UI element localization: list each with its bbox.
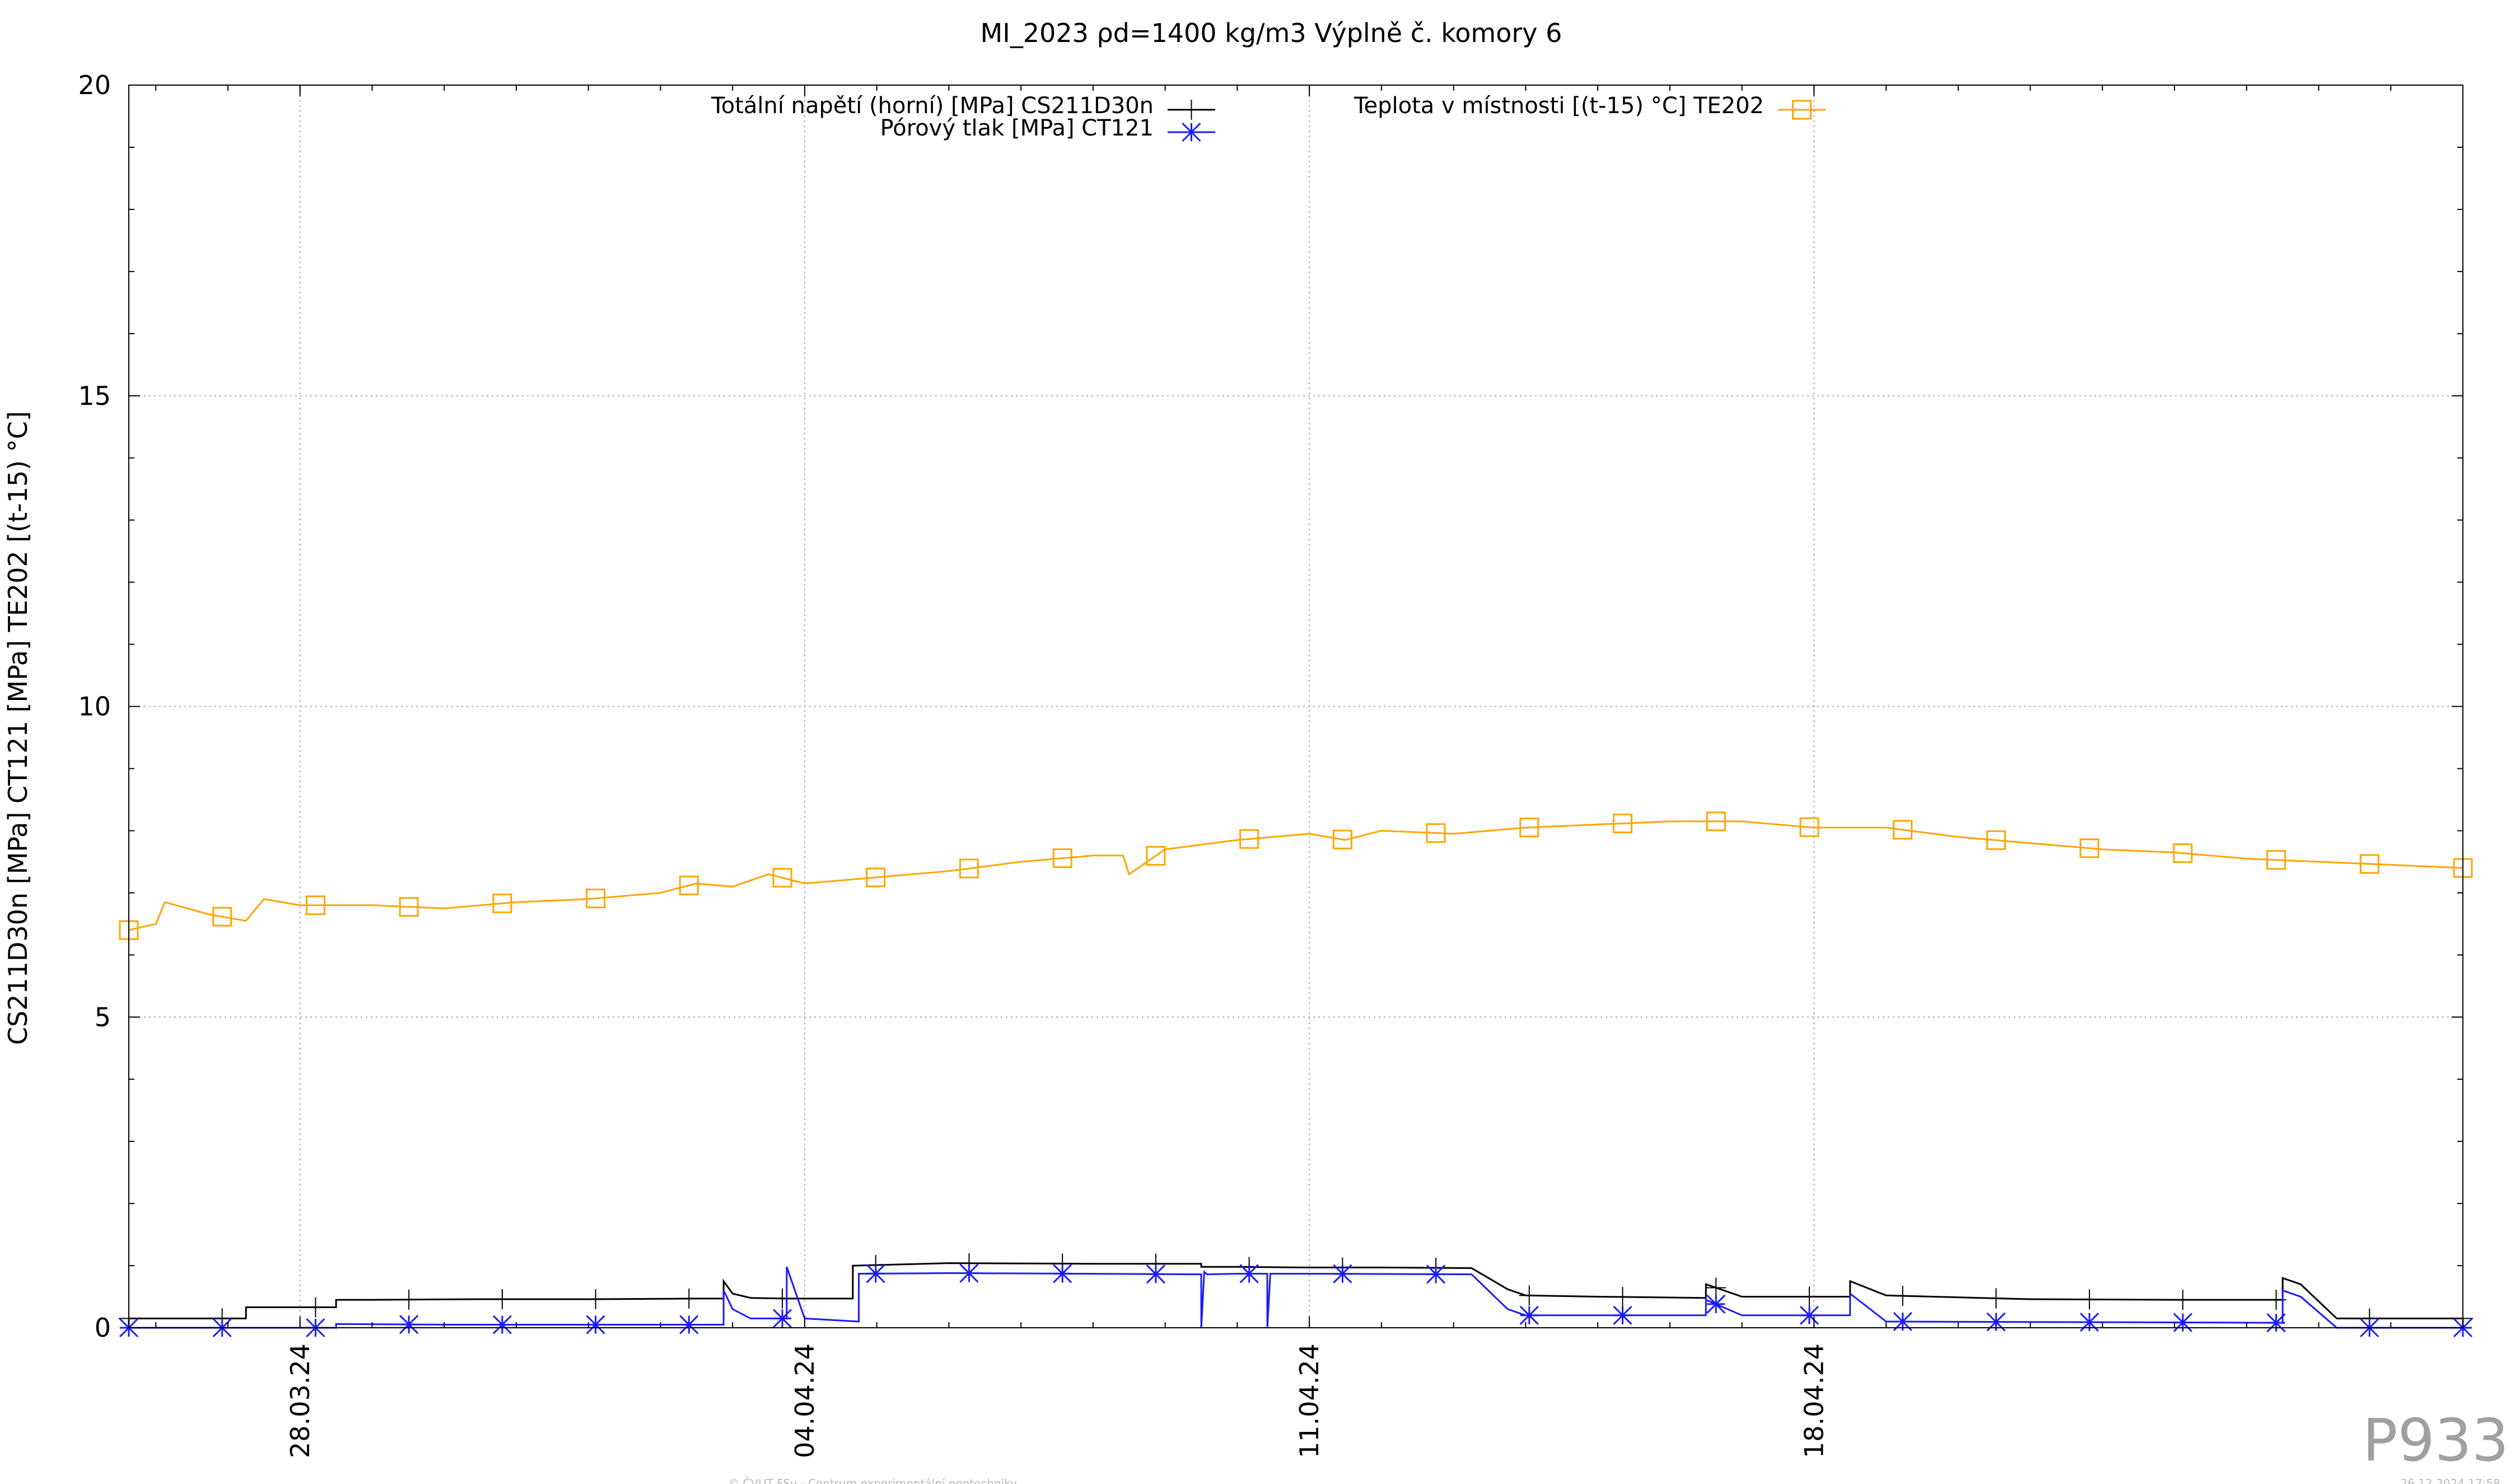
series-marker xyxy=(2359,854,2379,874)
series-layer xyxy=(119,811,2473,1338)
series-marker xyxy=(1893,820,1913,840)
series-marker xyxy=(1799,1286,1819,1307)
series-marker xyxy=(1612,1287,1633,1308)
series-marker xyxy=(305,895,325,916)
series-marker xyxy=(2172,1290,2193,1310)
x-tick-label: 18.04.24 xyxy=(1799,1343,1829,1458)
series-marker xyxy=(2173,843,2193,864)
legend: Totální napětí (horní) [MPa] CS211D30nPó… xyxy=(711,93,1826,142)
chart-title: MI_2023 ρd=1400 kg/m3 Výplně č. komory 6 xyxy=(981,18,1562,48)
tick-layer: 0 5 10 15 20 28.03.24 04.04.24 11.04.24 18.04.24 xyxy=(78,70,2463,1458)
series-marker xyxy=(1986,830,2006,850)
series-marker xyxy=(1146,1264,1165,1284)
series-marker xyxy=(585,1289,606,1309)
series-marker xyxy=(1792,100,1812,120)
y-tick-label: 5 xyxy=(95,1002,111,1032)
series-marker xyxy=(866,1264,885,1284)
series-marker xyxy=(586,1315,605,1334)
series-marker xyxy=(2079,1289,2100,1310)
series-marker xyxy=(679,1288,699,1309)
legend-label: Totální napětí (horní) [MPa] CS211D30n xyxy=(711,93,1154,119)
series-marker xyxy=(1182,122,1201,142)
footer-timestamp: 26.12.2024 17:58 xyxy=(2400,1477,2500,1484)
series-marker xyxy=(399,897,419,917)
series-marker xyxy=(1706,1294,1726,1314)
footer-credit: © ČVUT FSv - Centrum experimentální geot… xyxy=(728,1477,1017,1484)
series-marker xyxy=(399,1315,419,1334)
series-3 xyxy=(119,811,2473,940)
legend-entry: Pórový tlak [MPa] CT121 xyxy=(880,115,1215,142)
series-marker xyxy=(1181,100,1202,120)
series-2 xyxy=(119,1263,2473,1338)
series-marker xyxy=(1706,811,1726,832)
legend-entry: Teplota v místnosti [(t-15) °C] TE202 xyxy=(1354,93,1826,120)
series-marker xyxy=(1799,1305,1819,1325)
series-marker xyxy=(1799,817,1819,837)
series-marker xyxy=(1333,1264,1352,1284)
series-marker xyxy=(492,1289,512,1309)
legend-entry: Totální napětí (horní) [MPa] CS211D30n xyxy=(711,93,1215,120)
series-marker xyxy=(1053,1264,1072,1284)
series-marker xyxy=(2079,838,2099,858)
legend-label: Teplota v místnosti [(t-15) °C] TE202 xyxy=(1354,93,1764,119)
series-marker xyxy=(1613,813,1633,833)
series-marker xyxy=(1146,846,1166,866)
plot-frame xyxy=(128,85,2463,1328)
series-marker xyxy=(2266,850,2286,870)
series-marker xyxy=(586,888,606,908)
series-marker xyxy=(1426,823,1446,843)
series-marker xyxy=(679,875,699,895)
series-marker xyxy=(1519,1305,1539,1325)
series-marker xyxy=(1706,1277,1726,1298)
series-marker xyxy=(772,1309,792,1328)
series-marker xyxy=(1519,1285,1539,1306)
series-marker xyxy=(959,1263,979,1283)
series-marker xyxy=(1986,1312,2006,1332)
series-marker xyxy=(679,1315,699,1334)
x-tick-label: 11.04.24 xyxy=(1294,1343,1324,1458)
x-tick-label: 04.04.24 xyxy=(790,1343,820,1458)
watermark: P933 xyxy=(2363,1406,2509,1474)
series-marker xyxy=(1239,829,1259,849)
series-marker xyxy=(492,893,512,913)
series-marker xyxy=(772,1288,793,1309)
series-marker xyxy=(305,1297,326,1318)
series-marker xyxy=(1613,1305,1632,1325)
legend-label: Pórový tlak [MPa] CT121 xyxy=(880,115,1154,141)
series-marker xyxy=(399,1289,419,1310)
series-marker xyxy=(959,858,979,879)
series-marker xyxy=(2266,1313,2286,1333)
series-line xyxy=(129,1262,2463,1319)
series-marker xyxy=(1052,848,1072,868)
series-marker xyxy=(772,867,792,888)
series-marker xyxy=(1426,1264,1446,1284)
series-marker xyxy=(1239,1264,1259,1284)
x-tick-label: 28.03.24 xyxy=(285,1343,315,1458)
y-tick-label: 0 xyxy=(95,1313,111,1343)
series-line xyxy=(128,820,2463,931)
y-tick-label: 20 xyxy=(78,70,111,100)
grid-layer xyxy=(129,85,2463,1328)
series-marker xyxy=(2080,1312,2099,1332)
series-marker xyxy=(1893,1312,1912,1332)
series-marker xyxy=(866,867,886,888)
series-marker xyxy=(212,907,232,927)
series-marker xyxy=(1519,818,1539,838)
series-marker xyxy=(2173,1313,2192,1332)
series-marker xyxy=(492,1315,512,1334)
y-tick-label: 15 xyxy=(78,381,111,411)
series-line xyxy=(129,1266,2463,1329)
series-marker xyxy=(1986,1288,2006,1309)
y-tick-label: 10 xyxy=(78,692,111,722)
series-marker xyxy=(1332,829,1352,850)
series-marker xyxy=(1892,1286,1913,1306)
series-1 xyxy=(119,1253,2473,1329)
y-axis-label: CS211D30n [MPa] CT121 [MPa] TE202 [(t-15… xyxy=(3,411,33,1045)
